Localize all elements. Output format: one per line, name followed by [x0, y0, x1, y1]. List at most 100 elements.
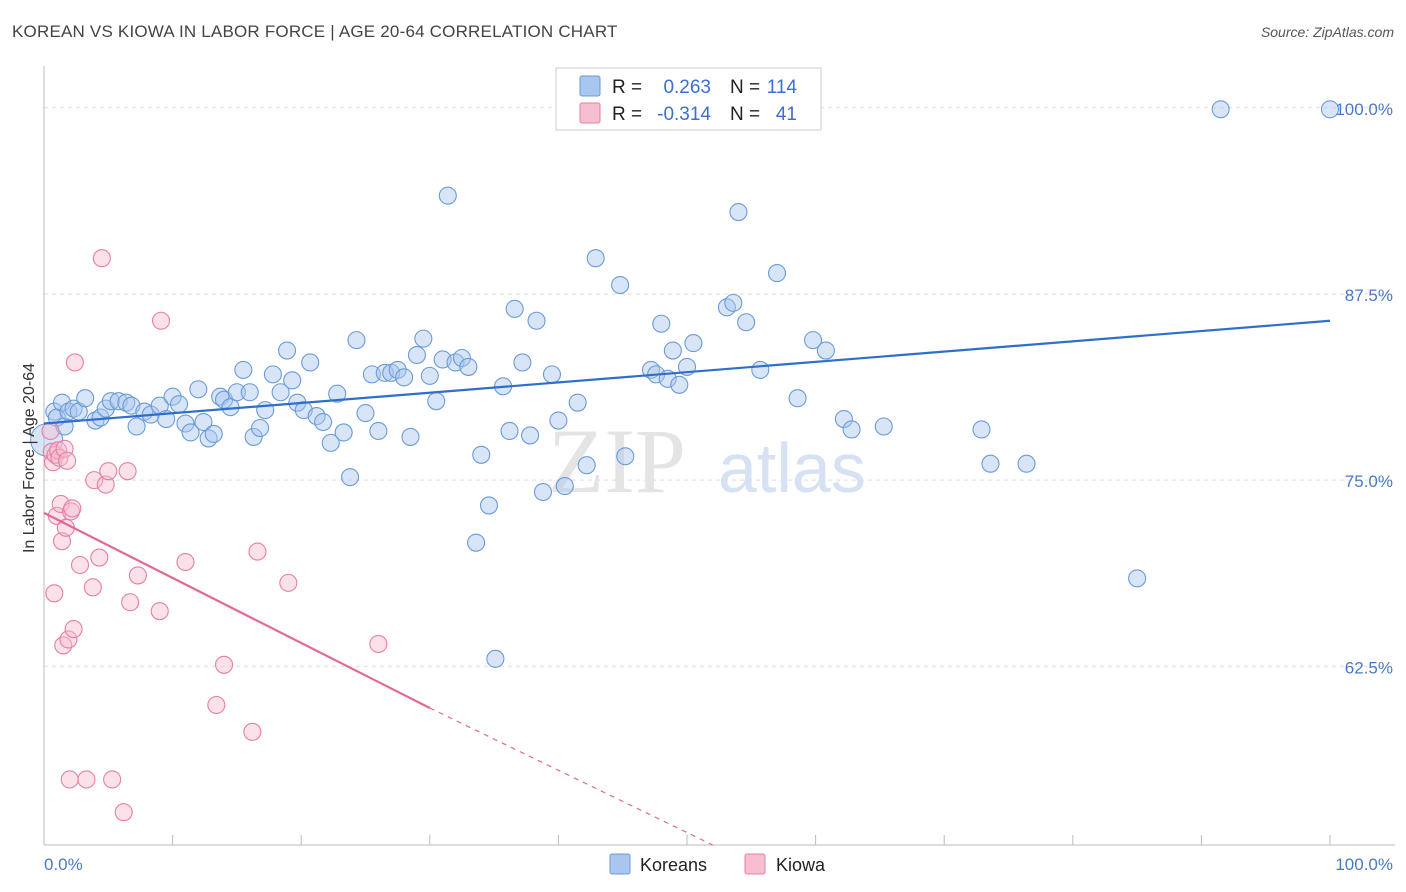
- koreans-point: [427, 392, 446, 411]
- y-tick-label: 62.5%: [1345, 658, 1393, 677]
- koreans-point: [549, 411, 568, 430]
- koreans-point: [328, 384, 347, 403]
- koreans-point: [459, 357, 478, 376]
- kiowa-point: [83, 578, 102, 597]
- koreans-point: [527, 311, 546, 330]
- koreans-point: [250, 418, 270, 438]
- legend-kiowa-r-label: R =: [612, 104, 642, 125]
- kiowa-trend-line: [43, 511, 431, 709]
- koreans-point: [334, 423, 353, 442]
- kiowa-point: [96, 475, 115, 494]
- koreans-point: [616, 447, 635, 466]
- kiowa-point: [103, 770, 122, 789]
- koreans-point: [227, 383, 246, 402]
- kiowa-point: [52, 532, 72, 551]
- legend-kiowa-n-label: N =: [730, 104, 760, 125]
- koreans-point: [724, 293, 743, 312]
- koreans-point: [874, 417, 893, 436]
- koreans-point: [684, 334, 703, 353]
- koreans-point: [751, 360, 770, 379]
- koreans-point: [1128, 569, 1147, 588]
- koreans-point: [521, 426, 540, 445]
- bottom-legend: Koreans Kiowa: [609, 853, 826, 875]
- koreans-point: [834, 410, 853, 429]
- koreans-point: [729, 202, 748, 222]
- kiowa-point: [176, 552, 195, 572]
- koreans-point: [163, 387, 182, 406]
- legend-koreans-n-value: 114: [767, 77, 798, 98]
- kiowa-point: [85, 471, 104, 490]
- bottom-legend-koreans-swatch: [609, 853, 631, 875]
- legend-koreans-r-label: R =: [612, 77, 642, 98]
- koreans-point: [577, 456, 596, 475]
- kiowa-point: [58, 451, 77, 470]
- legend-koreans-n-label: N =: [730, 77, 760, 98]
- kiowa-point: [60, 770, 79, 789]
- kiowa-point: [77, 770, 96, 789]
- koreans-point: [278, 341, 297, 360]
- koreans-point: [505, 299, 524, 318]
- kiowa-point: [59, 630, 78, 649]
- bottom-legend-koreans-label: Koreans: [640, 855, 707, 875]
- koreans-point: [452, 348, 472, 368]
- kiowa-point: [114, 803, 133, 822]
- koreans-point: [283, 371, 302, 390]
- koreans-point: [663, 341, 682, 360]
- x-tick-label: 0.0%: [44, 855, 83, 874]
- koreans-point: [347, 331, 366, 350]
- kiowa-point: [369, 634, 388, 653]
- kiowa-point: [90, 548, 109, 567]
- kiowa-point: [54, 636, 73, 655]
- koreans-point: [555, 477, 574, 496]
- koreans-point: [737, 313, 756, 332]
- koreans-point: [271, 383, 290, 402]
- koreans-point: [652, 314, 671, 333]
- koreans-point: [533, 482, 553, 502]
- koreans-point: [388, 360, 407, 379]
- legend-koreans-r-value: 0.263: [663, 77, 711, 98]
- kiowa-point: [214, 655, 234, 674]
- y-tick-label: 100.0%: [1335, 100, 1393, 119]
- koreans-point: [486, 649, 505, 668]
- koreans-point: [467, 533, 486, 552]
- trend-lines: [43, 319, 1331, 846]
- kiowa-point: [65, 353, 84, 372]
- kiowa-point: [151, 311, 171, 330]
- kiowa-point: [121, 593, 140, 612]
- koreans-point: [472, 445, 491, 464]
- chart-title: KOREAN VS KIOWA IN LABOR FORCE | AGE 20-…: [12, 22, 618, 41]
- legend-kiowa-n-value: 41: [776, 104, 797, 125]
- legend-kiowa-r-value: -0.314: [657, 104, 711, 125]
- x-tick-label: 100.0%: [1335, 855, 1393, 874]
- koreans-point: [194, 412, 213, 432]
- koreans-point: [52, 393, 72, 412]
- koreans-point: [788, 389, 807, 408]
- koreans-point: [234, 360, 253, 379]
- bottom-legend-kiowa-swatch: [744, 853, 766, 875]
- koreans-point: [189, 380, 208, 399]
- koreans-points: [30, 100, 1340, 668]
- koreans-point: [611, 275, 630, 295]
- kiowa-point: [55, 439, 74, 458]
- kiowa-point: [70, 555, 90, 575]
- koreans-point: [395, 368, 414, 387]
- kiowa-trend-line-extension: [429, 707, 713, 846]
- koreans-point: [1017, 454, 1036, 473]
- koreans-point: [117, 393, 136, 412]
- y-axis-label: In Labor Force | Age 20-64: [21, 363, 38, 553]
- koreans-point: [59, 402, 78, 421]
- bottom-legend-kiowa-label: Kiowa: [776, 855, 826, 875]
- koreans-point: [816, 341, 835, 360]
- kiowa-point: [45, 584, 64, 603]
- koreans-point: [244, 427, 263, 446]
- koreans-point: [420, 366, 439, 385]
- y-tick-label: 87.5%: [1345, 286, 1393, 305]
- koreans-point: [204, 424, 223, 443]
- legend-koreans-swatch: [579, 75, 601, 97]
- legend-box: R = 0.263 N = 114 R = -0.314 N = 41: [555, 67, 822, 131]
- kiowa-point: [243, 722, 262, 741]
- koreans-point: [438, 186, 457, 205]
- koreans-point: [169, 395, 189, 414]
- koreans-point: [479, 496, 499, 515]
- legend-kiowa-swatch: [579, 102, 601, 124]
